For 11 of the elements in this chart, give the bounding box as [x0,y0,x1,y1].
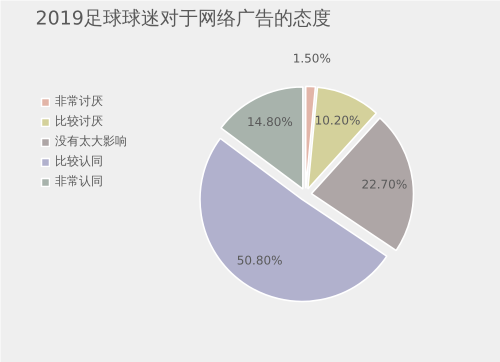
data-label: 1.50% [292,52,331,66]
legend-label: 非常讨厌 [55,93,103,110]
data-label: 50.80% [236,253,283,268]
chart-title: 2019足球球迷对于网络广告的态度 [36,8,331,30]
data-label: 10.20% [314,113,360,128]
legend-label: 比较认同 [55,153,103,170]
data-label: 14.80% [247,115,293,130]
legend-label: 没有太大影响 [55,133,127,150]
data-label: 22.70% [361,178,408,192]
legend-label: 比较讨厌 [55,113,103,130]
legend-label: 非常认同 [55,173,103,190]
